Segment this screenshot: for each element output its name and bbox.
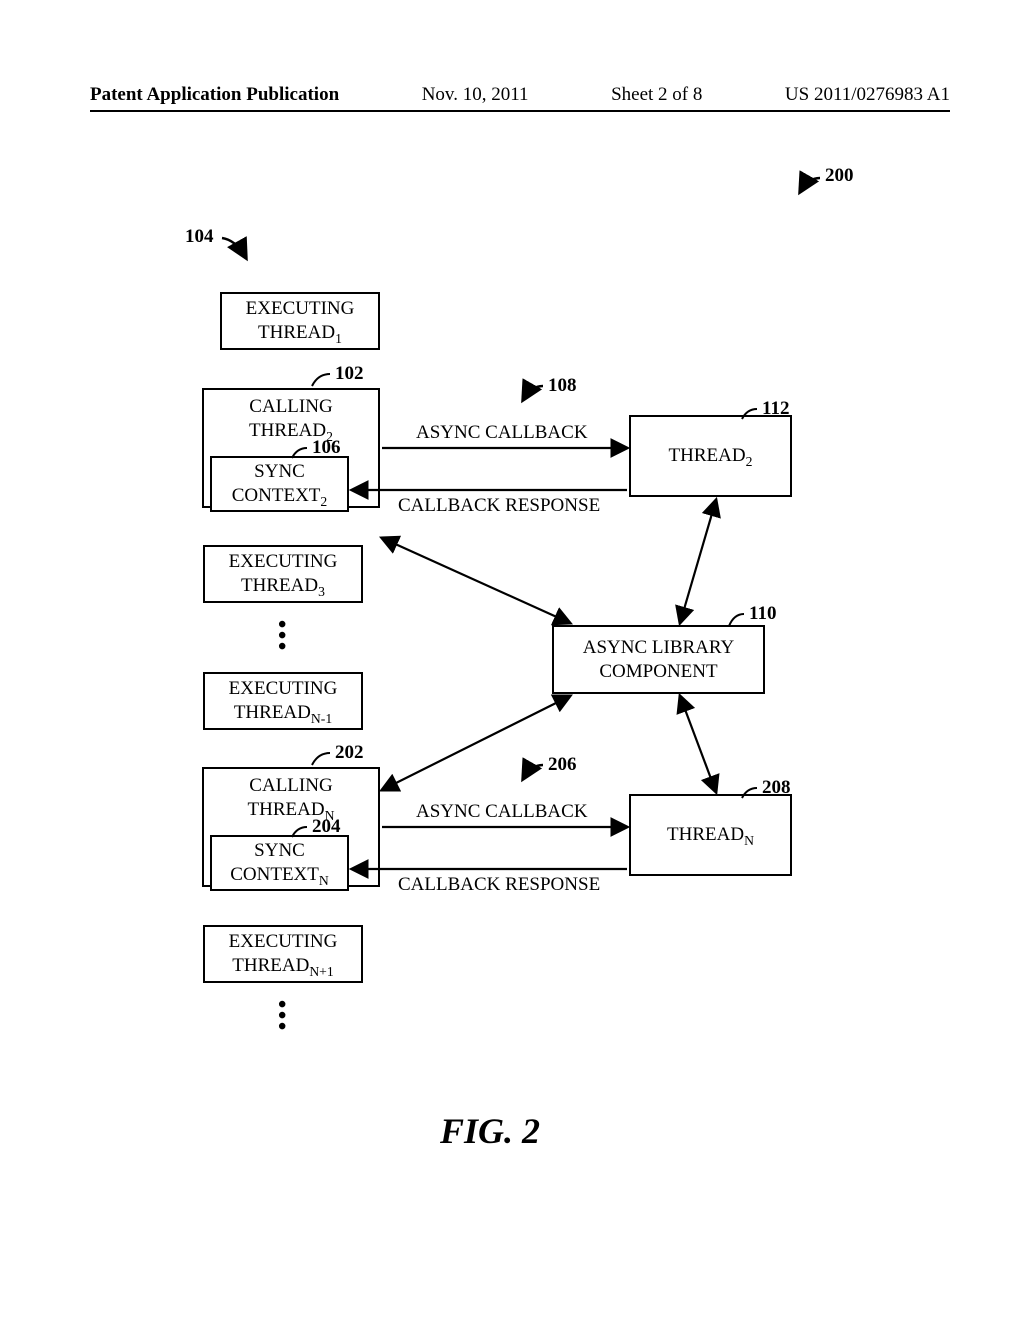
- vdots-1: •••: [278, 620, 286, 652]
- box-async-library-component: ASYNC LIBRARY COMPONENT: [552, 625, 765, 694]
- ref-202: 202: [335, 742, 364, 764]
- ref-104: 104: [185, 226, 214, 248]
- ref-110: 110: [749, 603, 776, 625]
- header-publication: Patent Application Publication: [90, 84, 339, 106]
- box-thread-n: THREADN: [629, 794, 792, 876]
- calling2-line1: CALLING: [249, 395, 332, 419]
- syncN-line1: SYNC: [254, 839, 305, 863]
- box-sync-context-n: SYNC CONTEXTN: [210, 835, 349, 891]
- ref-102: 102: [335, 363, 364, 385]
- header-date: Nov. 10, 2011: [422, 84, 529, 106]
- exec3-line1: EXECUTING: [229, 550, 338, 574]
- sync2-line2: CONTEXT2: [232, 484, 328, 508]
- threadN-line1: THREADN: [667, 823, 754, 847]
- execNm1-line2: THREADN-1: [234, 701, 332, 725]
- label-async-callback-1: ASYNC CALLBACK: [416, 422, 588, 444]
- header-sheet: Sheet 2 of 8: [611, 84, 702, 106]
- syncN-line2: CONTEXTN: [230, 863, 329, 887]
- box-executing-thread-3: EXECUTING THREAD3: [203, 545, 363, 603]
- box-sync-context-2: SYNC CONTEXT2: [210, 456, 349, 512]
- execNp1-line2: THREADN+1: [232, 954, 333, 978]
- label-callback-response-1: CALLBACK RESPONSE: [398, 495, 600, 517]
- callingN-line1: CALLING: [249, 774, 332, 798]
- figure-caption: FIG. 2: [440, 1110, 540, 1152]
- execNp1-line1: EXECUTING: [229, 930, 338, 954]
- header-rule: [90, 110, 950, 112]
- ref-206: 206: [548, 754, 577, 776]
- label-async-callback-2: ASYNC CALLBACK: [416, 801, 588, 823]
- vdots-2: •••: [278, 1000, 286, 1032]
- box-executing-thread-n-plus-1: EXECUTING THREADN+1: [203, 925, 363, 983]
- exec1-line2: THREAD1: [258, 321, 342, 345]
- asynclib-line2: COMPONENT: [599, 660, 717, 684]
- header-patent-number: US 2011/0276983 A1: [785, 84, 950, 106]
- label-callback-response-2: CALLBACK RESPONSE: [398, 874, 600, 896]
- asynclib-line1: ASYNC LIBRARY: [583, 636, 735, 660]
- ref-208: 208: [762, 777, 791, 799]
- box-executing-thread-n-minus-1: EXECUTING THREADN-1: [203, 672, 363, 730]
- thread2-line1: THREAD2: [669, 444, 753, 468]
- ref-112: 112: [762, 398, 789, 420]
- box-thread-2: THREAD2: [629, 415, 792, 497]
- ref-108: 108: [548, 375, 577, 397]
- ref-200: 200: [825, 165, 854, 187]
- execNm1-line1: EXECUTING: [229, 677, 338, 701]
- sync2-line1: SYNC: [254, 460, 305, 484]
- box-executing-thread-1: EXECUTING THREAD1: [220, 292, 380, 350]
- exec1-line1: EXECUTING: [246, 297, 355, 321]
- exec3-line2: THREAD3: [241, 574, 325, 598]
